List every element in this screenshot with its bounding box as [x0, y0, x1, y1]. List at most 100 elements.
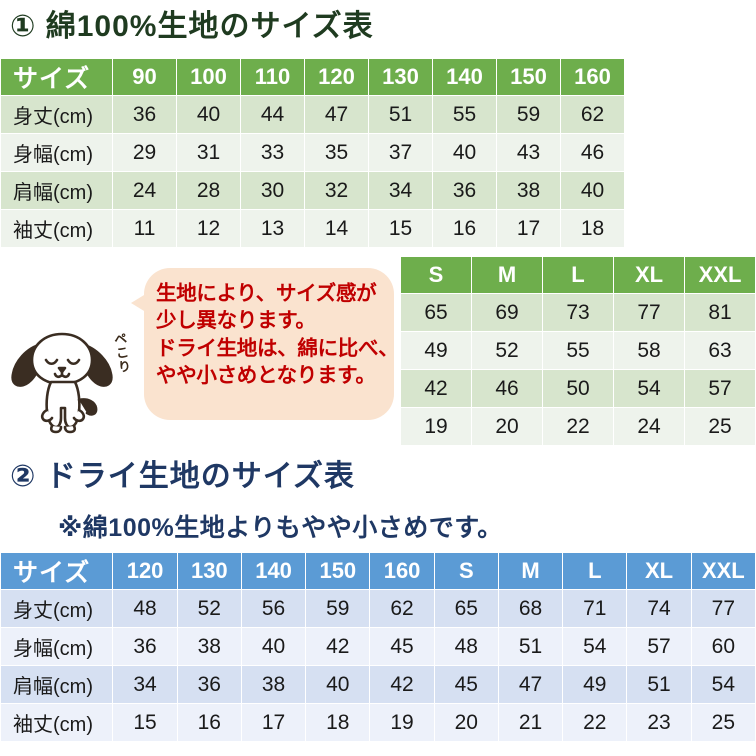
table-cell: 65: [400, 293, 472, 332]
column-header: XL: [613, 256, 685, 294]
table-cell: 49: [562, 665, 628, 704]
table-cell: 77: [690, 589, 756, 628]
table-cell: 65: [433, 589, 499, 628]
column-header: 100: [176, 58, 241, 96]
table-cell: 55: [432, 95, 497, 134]
table-cell: 46: [560, 133, 625, 172]
table-row: 42 46 50 54 57: [400, 369, 756, 408]
table-cell: 38: [240, 665, 307, 704]
table-cell: 57: [684, 369, 756, 408]
table-row: 身丈(cm) 48 52 56 59 62 65 68 71 74 77: [0, 589, 756, 628]
table-cell: 16: [432, 209, 497, 248]
table-cell: 30: [240, 171, 305, 210]
callout-line: 生地により、サイズ感が: [156, 282, 377, 305]
column-header: M: [497, 552, 564, 590]
table-header-row: サイズ 120 130 140 150 160 S M L XL XXL: [0, 552, 756, 590]
table-cell: 74: [626, 589, 692, 628]
table-row: 袖丈(cm) 15 16 17 18 19 20 21 22 23 25: [0, 703, 756, 742]
table-cell: 22: [542, 407, 614, 446]
table-cell: 51: [497, 627, 564, 666]
table-cell: 59: [496, 95, 561, 134]
table-cell: 48: [112, 589, 178, 628]
column-header: 120: [112, 552, 178, 590]
table-cell: 55: [542, 331, 614, 370]
table-cell: 52: [471, 331, 543, 370]
table-cell: 68: [497, 589, 564, 628]
table-cell: 36: [112, 627, 178, 666]
cotton-adult-size-table: S M L XL XXL 65 69 73 77 81 49 52 55 58 …: [400, 256, 756, 446]
cotton-kids-size-table: サイズ 90 100 110 120 130 140 150 160 身丈(cm…: [0, 58, 625, 248]
column-header: L: [542, 256, 614, 294]
table-row: 袖丈(cm) 11 12 13 14 15 16 17 18: [0, 209, 625, 248]
column-header: 120: [304, 58, 369, 96]
table-cell: 23: [626, 703, 692, 742]
table-cell: 36: [176, 665, 242, 704]
table-cell: 71: [562, 589, 628, 628]
table-cell: 40: [560, 171, 625, 210]
table-cell: 57: [626, 627, 692, 666]
table-cell: 40: [176, 95, 241, 134]
table-cell: 44: [240, 95, 305, 134]
table-cell: 37: [368, 133, 433, 172]
section1-title: ① 綿100%生地のサイズ表: [10, 10, 374, 43]
table-cell: 19: [400, 407, 472, 446]
table-cell: 38: [176, 627, 242, 666]
table-cell: 18: [305, 703, 371, 742]
table-row: 身丈(cm) 36 40 44 47 51 55 59 62: [0, 95, 625, 134]
table-cell: 50: [542, 369, 614, 408]
table-header-row: サイズ 90 100 110 120 130 140 150 160: [0, 58, 625, 96]
table-row: 49 52 55 58 63: [400, 331, 756, 370]
table-cell: 18: [560, 209, 625, 248]
table-cell: 60: [690, 627, 756, 666]
row-label: 身丈(cm): [0, 95, 113, 134]
table-cell: 43: [496, 133, 561, 172]
section2-title: ② ドライ生地のサイズ表: [10, 460, 355, 493]
table-cell: 35: [304, 133, 369, 172]
row-label: 肩幅(cm): [0, 171, 113, 210]
table-cell: 31: [176, 133, 241, 172]
table-cell: 14: [304, 209, 369, 248]
table-cell: 12: [176, 209, 241, 248]
table-row: 身幅(cm) 29 31 33 35 37 40 43 46: [0, 133, 625, 172]
table-cell: 73: [542, 293, 614, 332]
table-cell: 15: [368, 209, 433, 248]
table-row: 19 20 22 24 25: [400, 407, 756, 446]
row-label: 袖丈(cm): [0, 703, 114, 742]
fabric-note-callout: 生地により、サイズ感が 少し異なります。 ドライ生地は、綿に比べ、 やや小さめと…: [144, 268, 399, 420]
table-cell: 25: [684, 407, 756, 446]
row-label: 身幅(cm): [0, 627, 114, 666]
table-cell: 24: [613, 407, 685, 446]
table-cell: 49: [400, 331, 472, 370]
table-cell: 54: [690, 665, 756, 704]
table-cell: 45: [369, 627, 435, 666]
table-cell: 16: [176, 703, 242, 742]
column-header: 140: [240, 552, 307, 590]
column-header: 110: [240, 58, 305, 96]
column-header: S: [433, 552, 499, 590]
callout-line: やや小さめとなります。: [156, 363, 376, 387]
table-row: 身幅(cm) 36 38 40 42 45 48 51 54 57 60: [0, 627, 756, 666]
column-header: XXL: [690, 552, 756, 590]
column-header: 130: [176, 552, 242, 590]
table-cell: 17: [496, 209, 561, 248]
table-cell: 15: [112, 703, 178, 742]
table-cell: 45: [433, 665, 499, 704]
column-header: 160: [560, 58, 625, 96]
column-header: 160: [369, 552, 435, 590]
table-cell: 28: [176, 171, 241, 210]
table-cell: 58: [613, 331, 685, 370]
table-cell: 52: [176, 589, 242, 628]
table-cell: 11: [112, 209, 177, 248]
table-cell: 36: [112, 95, 177, 134]
column-header: 150: [305, 552, 371, 590]
column-header: L: [562, 552, 628, 590]
table-cell: 63: [684, 331, 756, 370]
table-cell: 56: [240, 589, 307, 628]
table-cell: 13: [240, 209, 305, 248]
table-cell: 42: [400, 369, 472, 408]
table-cell: 47: [304, 95, 369, 134]
table-cell: 22: [562, 703, 628, 742]
row-label: 身幅(cm): [0, 133, 113, 172]
table-cell: 29: [112, 133, 177, 172]
table-cell: 40: [305, 665, 371, 704]
